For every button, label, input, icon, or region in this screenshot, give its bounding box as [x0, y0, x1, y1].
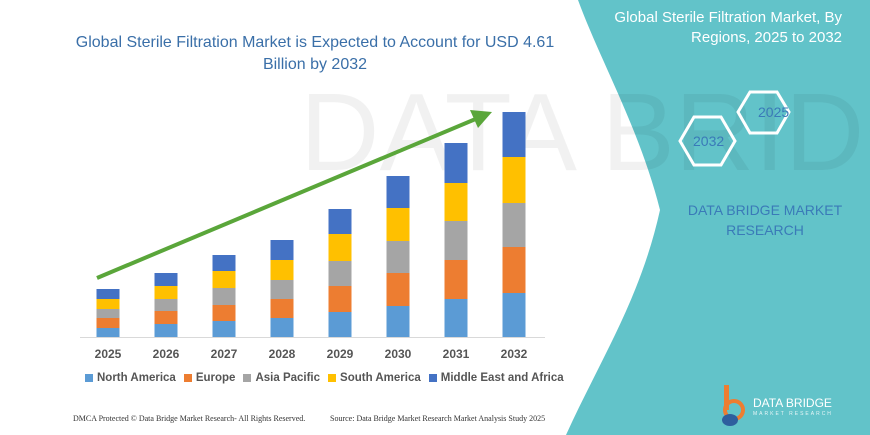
legend-item: Middle East and Africa	[428, 372, 564, 384]
bar-2026-europe	[154, 311, 178, 324]
bar-2032-north-america	[502, 293, 526, 337]
bar-2030-middle-east-and-africa	[386, 176, 410, 208]
hex-label-2025: 2025	[758, 104, 790, 120]
legend: North America Europe Asia Pacific South Ame…	[85, 372, 564, 384]
legend-swatch	[428, 374, 437, 382]
source-text: Source: Data Bridge Market Research Mark…	[330, 414, 546, 423]
bar-2029-north-america	[328, 312, 352, 337]
legend-item: North America	[85, 372, 176, 384]
logo-icon	[722, 385, 745, 426]
hex-2025	[736, 90, 791, 135]
chart: 2025 2026 2027 2028 2029 2030 2031 2032	[80, 110, 545, 361]
bar-2031-middle-east-and-africa	[444, 143, 468, 183]
bar-2030-europe	[386, 273, 410, 306]
legend-label: Asia Pacific	[255, 372, 321, 384]
trend-arrow-line	[96, 116, 479, 280]
bar-2026-asia-pacific	[154, 299, 178, 311]
x-tick-label: 2026	[153, 347, 180, 361]
bar-2032-europe	[502, 247, 526, 293]
bar-2027-north-america	[212, 321, 236, 337]
trend-arrow-head	[470, 110, 492, 128]
legend-swatch	[243, 374, 252, 382]
x-tick-label: 2032	[501, 347, 528, 361]
bar-2032-asia-pacific	[502, 203, 526, 247]
bar-2030-south-america	[386, 208, 410, 241]
bar-2026-north-america	[154, 324, 178, 337]
legend-label: Middle East and Africa	[440, 372, 564, 384]
logo-text: DATA BRIDGE	[753, 396, 832, 410]
bar-2030-asia-pacific	[386, 241, 410, 273]
bar-2029-south-america	[328, 234, 352, 261]
x-tick-label: 2028	[269, 347, 296, 361]
bar-2032-middle-east-and-africa	[502, 112, 526, 157]
bar-2025-asia-pacific	[96, 309, 120, 318]
legend-label: South America	[340, 372, 421, 384]
bar-2025-europe	[96, 318, 120, 328]
bar-2032-south-america	[502, 157, 526, 203]
bar-2027-asia-pacific	[212, 288, 236, 305]
dmca-text: DMCA Protected © Data Bridge Market Rese…	[73, 414, 306, 423]
x-tick-label: 2030	[385, 347, 412, 361]
bar-2028-middle-east-and-africa	[270, 240, 294, 260]
bar-2030-north-america	[386, 306, 410, 337]
bar-2031-south-america	[444, 183, 468, 221]
bar-2025-middle-east-and-africa	[96, 289, 120, 299]
hex-2032	[678, 115, 737, 167]
legend-item: Europe	[183, 372, 236, 384]
legend-label: North America	[97, 372, 176, 384]
legend-item: Asia Pacific	[243, 372, 320, 384]
legend-swatch	[85, 374, 93, 382]
bar-2027-south-america	[212, 271, 236, 288]
watermark: DATA BRIDGE	[300, 71, 870, 194]
bar-2031-asia-pacific	[444, 221, 468, 260]
teal-panel	[566, 0, 870, 435]
bar-2028-south-america	[270, 260, 294, 280]
x-tick-label: 2025	[95, 347, 122, 361]
chart-title: Global Sterile Filtration Market is Expe…	[75, 34, 555, 73]
legend-label: Europe	[195, 372, 236, 384]
bar-2028-north-america	[270, 318, 294, 337]
bar-2027-middle-east-and-africa	[212, 255, 236, 271]
bar-2029-asia-pacific	[328, 261, 352, 286]
x-tick-label: 2029	[327, 347, 354, 361]
x-tick-label: 2027	[211, 347, 238, 361]
logo-subtext: MARKET RESEARCH	[753, 411, 833, 417]
hex-label-2032: 2032	[693, 133, 725, 149]
legend-item: South America	[328, 372, 421, 384]
bar-2031-europe	[444, 260, 468, 299]
x-tick-label: 2031	[443, 347, 470, 361]
brand-text: DATA BRIDGE MARKET RESEARCH	[687, 202, 843, 238]
bar-2027-europe	[212, 305, 236, 321]
bar-2029-europe	[328, 286, 352, 312]
legend-swatch	[183, 374, 192, 382]
bar-2028-asia-pacific	[270, 280, 294, 299]
bar-2028-europe	[270, 299, 294, 318]
bar-2031-north-america	[444, 299, 468, 337]
bar-2029-middle-east-and-africa	[328, 209, 352, 234]
bar-2025-north-america	[96, 328, 120, 337]
bar-2026-south-america	[154, 286, 178, 299]
legend-swatch	[328, 374, 337, 382]
side-title: Global Sterile Filtration Market, By Reg…	[614, 9, 842, 46]
bar-2026-middle-east-and-africa	[154, 273, 178, 286]
bar-2025-south-america	[96, 299, 120, 309]
